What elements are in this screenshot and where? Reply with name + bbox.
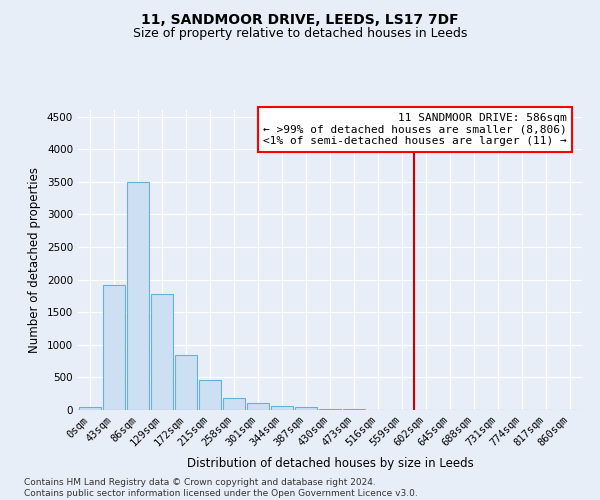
Y-axis label: Number of detached properties: Number of detached properties [28, 167, 41, 353]
Bar [223, 398, 245, 410]
Text: Contains HM Land Registry data © Crown copyright and database right 2024.
Contai: Contains HM Land Registry data © Crown c… [24, 478, 418, 498]
X-axis label: Distribution of detached houses by size in Leeds: Distribution of detached houses by size … [187, 457, 473, 470]
Bar [175, 355, 197, 410]
Bar [151, 294, 173, 410]
Text: 11 SANDMOOR DRIVE: 586sqm
← >99% of detached houses are smaller (8,806)
<1% of s: 11 SANDMOOR DRIVE: 586sqm ← >99% of deta… [263, 113, 567, 146]
Text: Size of property relative to detached houses in Leeds: Size of property relative to detached ho… [133, 28, 467, 40]
Bar [199, 380, 221, 410]
Bar [319, 408, 341, 410]
Bar [247, 404, 269, 410]
Bar [79, 406, 101, 410]
Text: 11, SANDMOOR DRIVE, LEEDS, LS17 7DF: 11, SANDMOOR DRIVE, LEEDS, LS17 7DF [141, 12, 459, 26]
Bar [271, 406, 293, 410]
Bar [295, 408, 317, 410]
Bar [127, 182, 149, 410]
Bar [103, 285, 125, 410]
